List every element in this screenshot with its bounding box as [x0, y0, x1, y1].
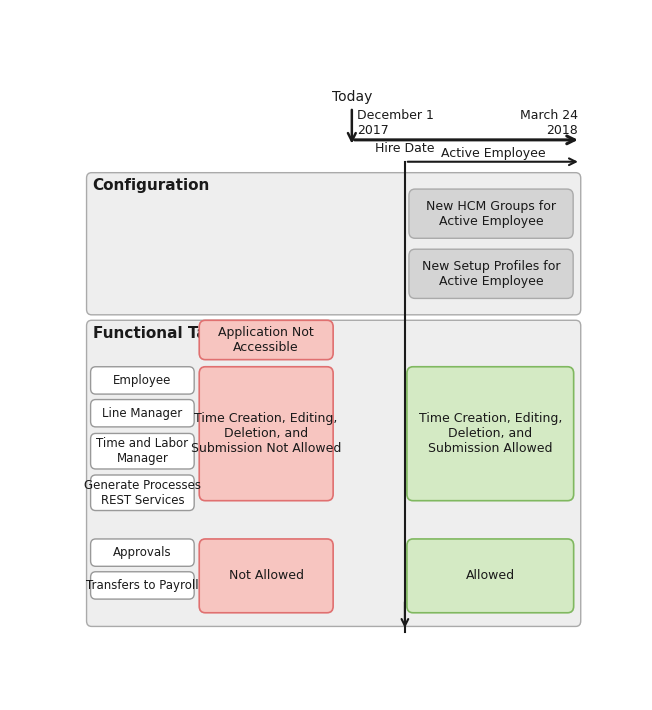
FancyBboxPatch shape: [91, 433, 194, 469]
FancyBboxPatch shape: [91, 572, 194, 599]
Text: Generate Processes
REST Services: Generate Processes REST Services: [84, 479, 201, 507]
Text: Employee: Employee: [113, 374, 171, 387]
Text: Application Not
Accessible: Application Not Accessible: [218, 326, 314, 354]
Text: Hire Date: Hire Date: [375, 142, 435, 155]
FancyBboxPatch shape: [91, 475, 194, 510]
FancyBboxPatch shape: [91, 367, 194, 394]
FancyBboxPatch shape: [200, 539, 333, 613]
Text: Time Creation, Editing,
Deletion, and
Submission Allowed: Time Creation, Editing, Deletion, and Su…: [419, 413, 562, 455]
Text: Functional Tasks: Functional Tasks: [93, 326, 235, 341]
Text: Allowed: Allowed: [466, 569, 515, 582]
Text: Active Employee: Active Employee: [441, 147, 545, 160]
Text: New HCM Groups for
Active Employee: New HCM Groups for Active Employee: [426, 200, 556, 228]
Text: Today: Today: [332, 90, 372, 104]
FancyBboxPatch shape: [407, 367, 574, 501]
Text: Approvals: Approvals: [113, 546, 171, 559]
Text: March 24
2018: March 24 2018: [520, 109, 578, 137]
FancyBboxPatch shape: [91, 400, 194, 427]
FancyBboxPatch shape: [91, 539, 194, 567]
Text: December 1
2017: December 1 2017: [357, 109, 434, 137]
Text: New Setup Profiles for
Active Employee: New Setup Profiles for Active Employee: [422, 260, 560, 288]
FancyBboxPatch shape: [200, 367, 333, 501]
FancyBboxPatch shape: [87, 320, 581, 626]
FancyBboxPatch shape: [200, 320, 333, 360]
Text: Time Creation, Editing,
Deletion, and
Submission Not Allowed: Time Creation, Editing, Deletion, and Su…: [191, 413, 342, 455]
FancyBboxPatch shape: [409, 249, 573, 298]
FancyBboxPatch shape: [87, 173, 581, 315]
Text: Line Manager: Line Manager: [102, 407, 183, 420]
Text: Transfers to Payroll: Transfers to Payroll: [86, 579, 199, 592]
Text: Not Allowed: Not Allowed: [229, 569, 304, 582]
FancyBboxPatch shape: [407, 539, 574, 613]
Text: Time and Labor
Manager: Time and Labor Manager: [96, 437, 188, 465]
Text: Configuration: Configuration: [93, 178, 210, 193]
FancyBboxPatch shape: [409, 189, 573, 239]
